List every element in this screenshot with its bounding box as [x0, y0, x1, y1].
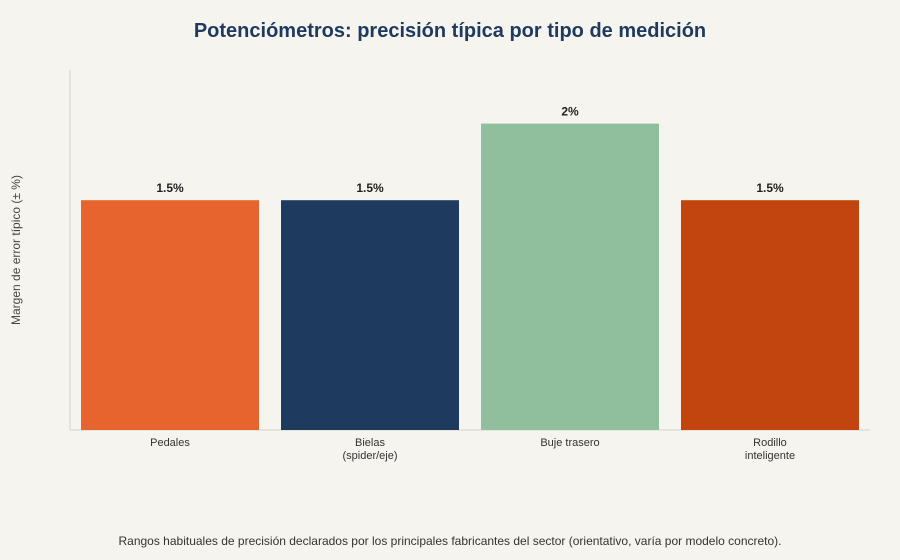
data-label-1: 1.5%: [356, 181, 384, 195]
bar-3: [681, 200, 859, 430]
data-label-3: 1.5%: [756, 181, 784, 195]
x-tick-label-2: Buje trasero: [540, 437, 599, 449]
data-label-0: 1.5%: [156, 181, 184, 195]
chart-title: Potenciómetros: precisión típica por tip…: [193, 20, 707, 42]
bar-0: [81, 200, 259, 430]
x-tick-label-0: Pedales: [150, 437, 190, 449]
bar-2: [481, 123, 659, 430]
footnote: Rangos habituales de precisión declarado…: [118, 534, 782, 548]
bar-1: [281, 200, 459, 430]
x-tick-label-1: Bielas (spider/eje): [342, 437, 397, 462]
bars-group: 1.5% Pedales 1.5% Bielas (spider/eje) 2% Buje …: [81, 105, 859, 462]
data-label-2: 2%: [561, 105, 579, 119]
x-tick-label-3: Rodillo inteligente: [745, 437, 795, 462]
